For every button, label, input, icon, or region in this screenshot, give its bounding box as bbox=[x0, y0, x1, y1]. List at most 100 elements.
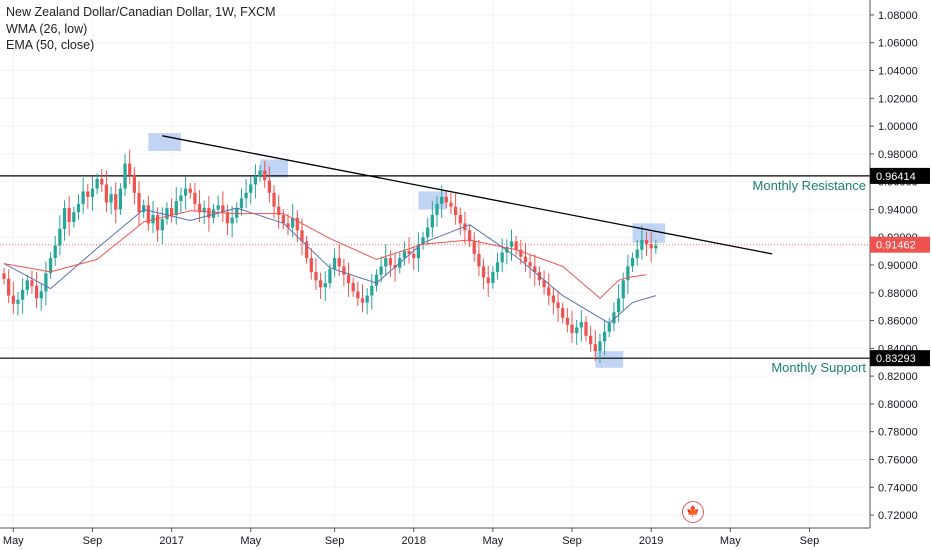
candle bbox=[491, 266, 495, 289]
candle bbox=[244, 178, 248, 209]
highlight-box bbox=[632, 223, 666, 243]
candle bbox=[463, 211, 467, 245]
candle-body bbox=[76, 203, 81, 213]
candle-body bbox=[579, 321, 583, 328]
candle-body bbox=[444, 196, 448, 203]
time-tick-label: May bbox=[482, 535, 503, 547]
price-tick-label: 0.80000 bbox=[878, 399, 918, 411]
candle bbox=[62, 200, 67, 241]
chart-grid bbox=[0, 0, 870, 528]
candle-body bbox=[337, 258, 341, 267]
candle-body bbox=[607, 323, 611, 332]
time-tick-label: 2018 bbox=[401, 535, 425, 547]
time-axis[interactable]: May Sep 2017 May Sep 2018 May Sep 2019 May Sep bbox=[0, 527, 870, 547]
candle-body bbox=[644, 239, 649, 245]
price-tick-label: 0.72000 bbox=[878, 510, 918, 522]
candle-body bbox=[370, 285, 374, 296]
time-tick-label: May bbox=[240, 535, 261, 547]
candle-body bbox=[332, 258, 337, 270]
chart-legend[interactable]: New Zealand Dollar/Canadian Dollar, 1W, … bbox=[6, 4, 276, 54]
candle-body bbox=[295, 217, 299, 231]
candle bbox=[402, 241, 407, 266]
candle bbox=[346, 262, 351, 297]
candle-body bbox=[258, 170, 262, 177]
candle bbox=[174, 187, 178, 225]
price-tick-label: 0.88000 bbox=[878, 288, 918, 300]
candle-body bbox=[34, 285, 39, 299]
wma-line bbox=[3, 207, 656, 324]
candle bbox=[104, 170, 109, 213]
candle bbox=[2, 267, 6, 285]
candle bbox=[589, 326, 593, 352]
candle-body bbox=[118, 188, 123, 210]
ema-indicator-label[interactable]: EMA (50, close) bbox=[6, 38, 95, 52]
candle-body bbox=[598, 341, 602, 352]
candle-body bbox=[263, 170, 267, 181]
candle-body bbox=[342, 266, 346, 275]
candle bbox=[533, 254, 537, 286]
candle bbox=[384, 244, 388, 277]
candle-body bbox=[62, 208, 67, 229]
candle bbox=[407, 237, 411, 264]
candle bbox=[305, 235, 309, 264]
candle-body bbox=[421, 237, 425, 245]
candle-body bbox=[277, 206, 281, 215]
candle bbox=[34, 271, 39, 309]
candle-body bbox=[128, 163, 132, 175]
candle-body bbox=[654, 245, 658, 249]
candle bbox=[509, 229, 514, 261]
candle-body bbox=[146, 205, 150, 224]
candle bbox=[109, 186, 113, 215]
candle bbox=[30, 270, 34, 294]
candle-body bbox=[593, 344, 597, 352]
time-tick-label: 2017 bbox=[159, 535, 183, 547]
candle-body bbox=[160, 219, 164, 231]
highlight-box bbox=[418, 191, 447, 210]
candle bbox=[58, 214, 62, 256]
candle bbox=[39, 283, 43, 311]
price-axis[interactable]: 0.72000 0.74000 0.76000 0.78000 0.80000 0.820… bbox=[869, 0, 918, 528]
candle bbox=[114, 182, 118, 224]
candle-body bbox=[137, 192, 141, 213]
candle bbox=[48, 252, 53, 279]
price-tick-label: 0.78000 bbox=[878, 427, 918, 439]
candle-body bbox=[612, 312, 616, 324]
candle-body bbox=[58, 228, 62, 246]
candle-body bbox=[20, 290, 25, 300]
candle bbox=[467, 224, 472, 247]
candle bbox=[76, 194, 81, 220]
candle bbox=[654, 239, 658, 254]
canada-flag-icon[interactable]: 🍁 bbox=[682, 501, 704, 523]
candle-body bbox=[430, 214, 434, 228]
candle bbox=[95, 173, 99, 195]
price-tick-label: 0.76000 bbox=[878, 454, 918, 466]
candle-body bbox=[412, 253, 416, 259]
candle-body bbox=[547, 287, 551, 296]
candle-body bbox=[225, 212, 230, 224]
horizontal-levels: Monthly Resistance Monthly Support bbox=[0, 175, 870, 375]
candle-body bbox=[169, 208, 174, 215]
candle-body bbox=[239, 198, 244, 209]
candle-body bbox=[179, 195, 183, 202]
candle bbox=[505, 239, 509, 265]
candle-body bbox=[365, 295, 369, 303]
candle bbox=[7, 269, 11, 304]
candle-body bbox=[67, 208, 71, 222]
candle-body bbox=[211, 209, 216, 218]
candle bbox=[370, 274, 374, 310]
candle-body bbox=[519, 249, 523, 257]
candle bbox=[277, 194, 281, 229]
price-tick-label: 0.86000 bbox=[878, 316, 918, 328]
candle-body bbox=[635, 249, 639, 259]
price-tick-label: 0.90000 bbox=[878, 260, 918, 272]
wma-indicator-label[interactable]: WMA (26, low) bbox=[6, 21, 88, 36]
candle bbox=[584, 316, 588, 342]
candle bbox=[123, 153, 127, 197]
candle bbox=[481, 258, 486, 290]
time-tick-label: Sep bbox=[562, 535, 582, 547]
candle bbox=[286, 213, 290, 236]
candle bbox=[500, 238, 504, 272]
candle bbox=[444, 191, 448, 209]
candle bbox=[453, 192, 458, 225]
